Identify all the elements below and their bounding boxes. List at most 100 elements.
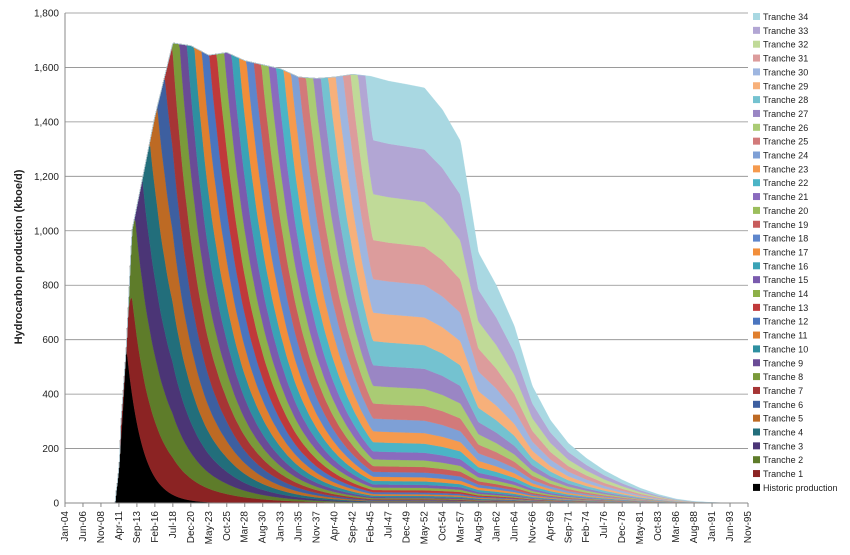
legend-item-tranche-2: Tranche 2 xyxy=(753,455,803,465)
x-tick-label: Mar-57 xyxy=(455,511,466,543)
legend-item-tranche-4: Tranche 4 xyxy=(753,428,803,438)
legend-swatch xyxy=(753,331,760,339)
legend-swatch xyxy=(753,26,760,34)
legend-label: Tranche 13 xyxy=(763,303,808,313)
x-tick-label: Jun-93 xyxy=(725,511,736,542)
y-tick-label: 400 xyxy=(42,390,59,401)
legend-label: Tranche 11 xyxy=(763,331,808,341)
legend-item-tranche-25: Tranche 25 xyxy=(753,137,808,147)
legend-label: Tranche 17 xyxy=(763,247,808,257)
x-tick-label: Dec-20 xyxy=(186,511,197,544)
legend-label: Tranche 2 xyxy=(763,455,803,465)
legend-item-tranche-9: Tranche 9 xyxy=(753,358,803,368)
legend-swatch xyxy=(753,220,760,228)
y-tick-label: 1,000 xyxy=(34,226,59,237)
legend-label: Tranche 1 xyxy=(763,469,803,479)
legend-label: Tranche 10 xyxy=(763,344,808,354)
legend-item-tranche-5: Tranche 5 xyxy=(753,414,803,424)
legend-label: Tranche 9 xyxy=(763,358,803,368)
x-tick-label: Jun-64 xyxy=(509,511,520,542)
legend-label: Tranche 27 xyxy=(763,109,808,119)
legend-swatch xyxy=(753,470,760,478)
x-tick-label: Jan-04 xyxy=(60,511,71,542)
legend-label: Tranche 22 xyxy=(763,178,808,188)
legend-item-tranche-7: Tranche 7 xyxy=(753,386,803,396)
legend-label: Tranche 25 xyxy=(763,137,808,147)
x-tick-label: Oct-25 xyxy=(222,511,233,541)
x-tick-label: Sep-42 xyxy=(348,511,359,544)
legend-swatch xyxy=(753,262,760,270)
legend-label: Tranche 8 xyxy=(763,372,803,382)
legend-label: Tranche 21 xyxy=(763,192,808,202)
legend-label: Tranche 4 xyxy=(763,428,803,438)
legend-swatch xyxy=(753,483,760,491)
y-tick-label: 1,200 xyxy=(34,172,59,183)
x-tick-label: Nov-37 xyxy=(312,511,323,544)
x-tick-label: Nov-66 xyxy=(527,511,538,544)
legend-swatch xyxy=(753,151,760,159)
legend-swatch xyxy=(753,109,760,117)
legend-item-tranche-3: Tranche 3 xyxy=(753,441,803,451)
legend-label: Tranche 23 xyxy=(763,164,808,174)
legend-item-tranche-18: Tranche 18 xyxy=(753,234,808,244)
legend-item-tranche-17: Tranche 17 xyxy=(753,247,808,257)
y-tick-label: 0 xyxy=(53,499,59,510)
legend-swatch xyxy=(753,276,760,284)
x-tick-label: Sep-71 xyxy=(563,511,574,544)
legend-swatch xyxy=(753,54,760,62)
x-tick-label: Jul-47 xyxy=(384,511,395,539)
legend-item-tranche-29: Tranche 29 xyxy=(753,81,808,91)
x-tick-label: Apr-69 xyxy=(545,511,556,541)
legend-swatch xyxy=(753,193,760,201)
legend-swatch xyxy=(753,456,760,464)
legend-swatch xyxy=(753,179,760,187)
x-tick-label: Jun-06 xyxy=(78,511,89,542)
x-tick-label: Sep-13 xyxy=(132,511,143,544)
legend-swatch xyxy=(753,386,760,394)
legend-label: Tranche 26 xyxy=(763,123,808,133)
legend-label: Tranche 29 xyxy=(763,81,808,91)
x-tick-label: Jan-91 xyxy=(707,511,718,542)
legend-label: Tranche 20 xyxy=(763,206,808,216)
y-axis-label: Hydrocarbon production (kboe/d) xyxy=(13,169,25,344)
legend-label: Historic production xyxy=(763,483,838,493)
legend-item-tranche-31: Tranche 31 xyxy=(753,54,808,64)
area-tranche-34 xyxy=(65,42,748,504)
legend-swatch xyxy=(753,373,760,381)
legend-item-tranche-20: Tranche 20 xyxy=(753,206,808,216)
legend-swatch xyxy=(753,414,760,422)
legend-label: Tranche 34 xyxy=(763,12,808,22)
legend-item-tranche-10: Tranche 10 xyxy=(753,344,808,354)
legend-swatch xyxy=(753,68,760,76)
x-tick-label: Jul-18 xyxy=(168,511,179,539)
legend-swatch xyxy=(753,96,760,104)
x-tick-label: Nov-08 xyxy=(96,511,107,544)
x-tick-label: Jan-33 xyxy=(276,511,287,542)
x-tick-label: Feb-45 xyxy=(366,511,377,543)
legend-label: Tranche 24 xyxy=(763,151,808,161)
legend-swatch xyxy=(753,123,760,131)
x-tick-label: Mar-86 xyxy=(671,511,682,543)
legend-label: Tranche 31 xyxy=(763,54,808,64)
y-tick-label: 1,600 xyxy=(34,63,59,74)
x-tick-label: Oct-83 xyxy=(653,511,664,541)
x-tick-label: Apr-40 xyxy=(330,511,341,541)
legend-label: Tranche 30 xyxy=(763,67,808,77)
legend-label: Tranche 19 xyxy=(763,220,808,230)
legend-swatch xyxy=(753,165,760,173)
legend: Tranche 34 Tranche 33 Tranche 32 Tranche 31… xyxy=(753,12,838,493)
legend-swatch xyxy=(753,206,760,214)
legend-label: Tranche 33 xyxy=(763,26,808,36)
legend-item-tranche-33: Tranche 33 xyxy=(753,26,808,36)
y-tick-label: 800 xyxy=(42,281,59,292)
x-tick-label: May-52 xyxy=(419,511,430,545)
legend-item-tranche-32: Tranche 32 xyxy=(753,40,808,50)
x-tick-label: Dec-78 xyxy=(617,511,628,544)
x-tick-label: Jan-62 xyxy=(491,511,502,542)
legend-item-tranche-11: Tranche 11 xyxy=(753,331,808,341)
legend-item-tranche-13: Tranche 13 xyxy=(753,303,808,313)
x-tick-label: Feb-16 xyxy=(150,511,161,543)
legend-swatch xyxy=(753,428,760,436)
legend-label: Tranche 12 xyxy=(763,317,808,327)
legend-swatch xyxy=(753,290,760,297)
